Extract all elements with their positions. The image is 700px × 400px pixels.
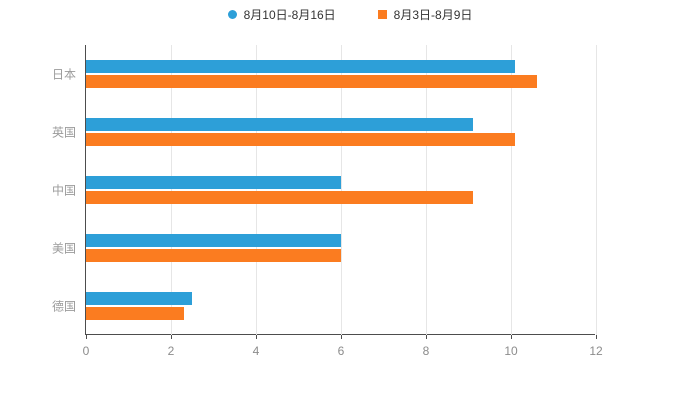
x-tick-label: 12 bbox=[589, 344, 603, 358]
gridline bbox=[341, 45, 342, 335]
axis-tick bbox=[596, 335, 597, 339]
plot-grid: 0 2 4 6 8 10 12 日本英国中国美国德国 bbox=[52, 45, 603, 358]
gridline bbox=[426, 45, 427, 335]
category-label: 德国 bbox=[51, 299, 76, 314]
x-tick-label: 0 bbox=[82, 344, 90, 358]
bar-8月3日-8月9日-美国 bbox=[86, 249, 341, 262]
bar-8月3日-8月9日-英国 bbox=[86, 133, 516, 146]
category-label: 英国 bbox=[51, 125, 76, 140]
bar-8月10日-8月16日-中国 bbox=[86, 176, 341, 189]
legend-item-week1[interactable]: 8月3日-8月9日 bbox=[377, 6, 473, 23]
bar-8月3日-8月9日-日本 bbox=[86, 75, 537, 88]
x-tick-label: 8 bbox=[422, 344, 430, 358]
legend-label-week1: 8月3日-8月9日 bbox=[393, 8, 473, 22]
bar-8月3日-8月9日-德国 bbox=[86, 307, 184, 320]
category-label: 日本 bbox=[51, 67, 76, 82]
x-tick-label: 4 bbox=[252, 344, 260, 358]
bar-8月10日-8月16日-英国 bbox=[86, 118, 473, 131]
axis-tick bbox=[171, 335, 172, 339]
bar-8月10日-8月16日-日本 bbox=[86, 60, 516, 73]
bar-8月3日-8月9日-中国 bbox=[86, 191, 473, 204]
axis-tick bbox=[86, 335, 87, 339]
gridline bbox=[596, 45, 597, 335]
axis-tick bbox=[426, 335, 427, 339]
category-label: 美国 bbox=[51, 241, 76, 256]
category-label: 中国 bbox=[51, 183, 76, 198]
x-tick-label: 10 bbox=[504, 344, 518, 358]
x-tick-label: 6 bbox=[337, 344, 345, 358]
axis-tick bbox=[256, 335, 257, 339]
bar-8月10日-8月16日-美国 bbox=[86, 234, 341, 247]
legend-item-week2[interactable]: 8月10日-8月16日 bbox=[227, 6, 336, 23]
chart-legend: 8月10日-8月16日 8月3日-8月9日 bbox=[0, 6, 700, 23]
gridline bbox=[511, 45, 512, 335]
axis-tick bbox=[511, 335, 512, 339]
legend-label-week2: 8月10日-8月16日 bbox=[243, 8, 336, 22]
axis-tick bbox=[341, 335, 342, 339]
legend-marker-square-icon bbox=[377, 10, 387, 19]
gridline bbox=[256, 45, 257, 335]
x-tick-label: 2 bbox=[167, 344, 175, 358]
legend-marker-circle-icon bbox=[227, 10, 237, 19]
bar-8月10日-8月16日-德国 bbox=[86, 292, 193, 305]
gridline bbox=[171, 45, 172, 335]
plot-area: 0 2 4 6 8 10 12 日本英国中国美国德国 bbox=[52, 45, 603, 358]
